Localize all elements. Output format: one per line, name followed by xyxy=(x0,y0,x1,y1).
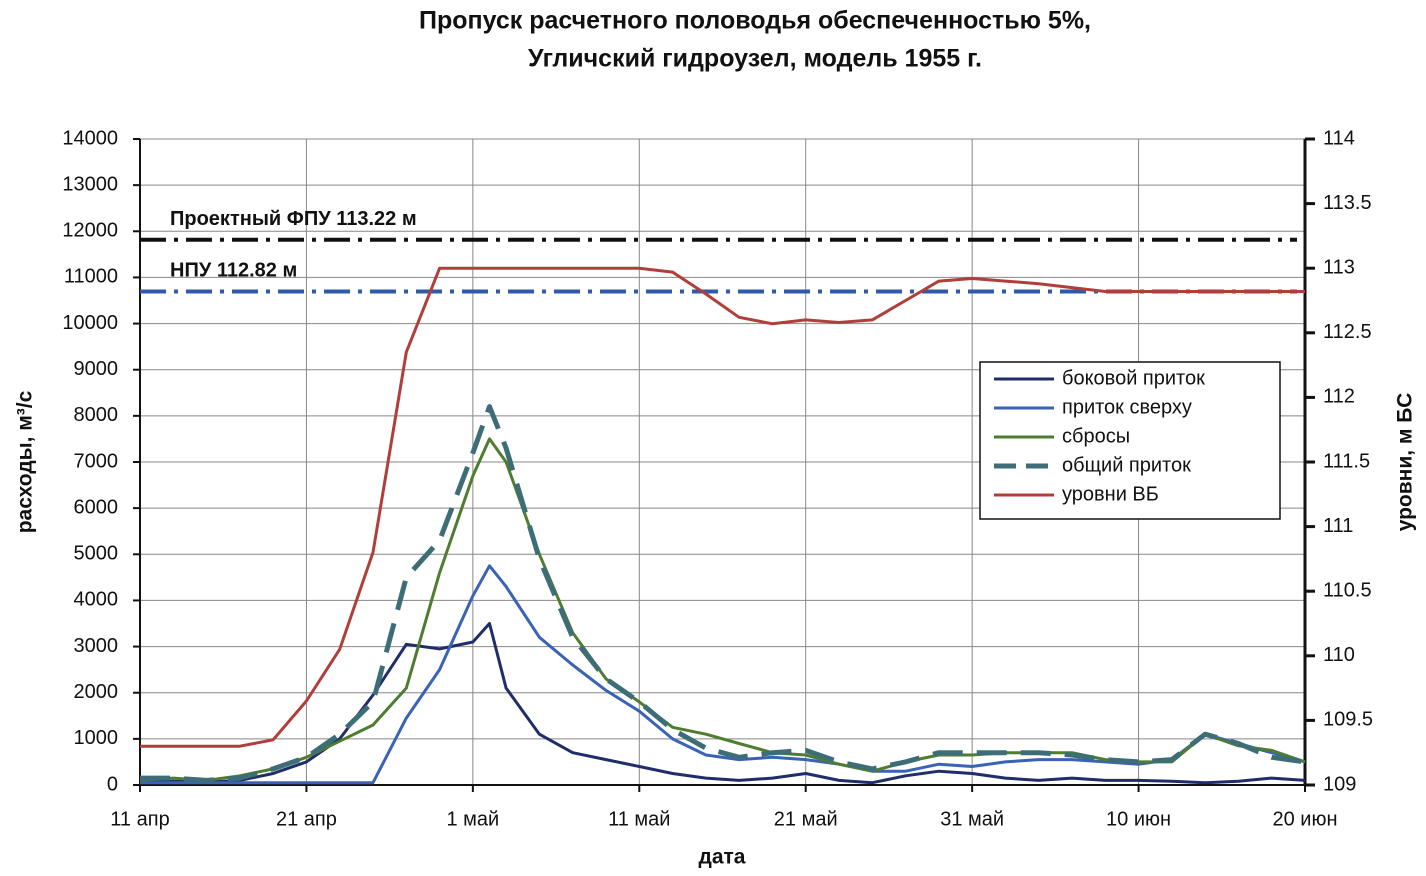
series-line xyxy=(140,564,1306,785)
legend-label: общий приток xyxy=(1062,454,1191,476)
y2-tick-label: 113 xyxy=(1323,256,1355,278)
y-tick-label: 8000 xyxy=(74,404,119,426)
y-tick-label: 6000 xyxy=(74,496,119,518)
y-axis-title: расходы, м³/с xyxy=(14,390,37,533)
y2-tick-label: 114 xyxy=(1323,127,1355,149)
y-tick-label: 14000 xyxy=(62,127,118,149)
x-tick-label: 31 май xyxy=(940,808,1004,830)
y-tick-label: 7000 xyxy=(74,450,119,472)
y-tick-label: 11000 xyxy=(64,266,118,288)
y-tick-label: 1000 xyxy=(74,727,119,749)
legend-label: приток сверху xyxy=(1062,396,1192,418)
series-line xyxy=(140,266,1305,748)
y2-tick-label: 113.5 xyxy=(1323,192,1372,214)
legend-box xyxy=(979,361,1281,520)
x-tick-label: 11 май xyxy=(608,808,670,830)
y2-tick-label: 109 xyxy=(1323,773,1356,795)
y-tick-label: 12000 xyxy=(62,220,118,242)
x-tick-label: 21 май xyxy=(774,808,838,830)
y2-axis-title: уровни, м БС xyxy=(1394,393,1417,532)
y-tick-label: 3000 xyxy=(74,635,119,657)
y-tick-label: 5000 xyxy=(74,543,119,565)
y2-tick-label: 111 xyxy=(1323,515,1353,537)
y-tick-label: 4000 xyxy=(74,589,119,611)
y-tick-label: 0 xyxy=(107,773,118,795)
chart-title: Угличский гидроузел, модель 1955 г. xyxy=(528,45,982,73)
series-line xyxy=(139,437,1306,782)
y2-tick-label: 112.5 xyxy=(1323,321,1372,343)
y-tick-label: 2000 xyxy=(74,681,119,703)
legend-label: уровни ВБ xyxy=(1062,483,1159,505)
reference-label: НПУ 112.82 м xyxy=(170,260,297,282)
legend-label: боковой приток xyxy=(1062,367,1205,389)
x-axis-title: дата xyxy=(699,846,746,869)
y2-tick-label: 110.5 xyxy=(1323,579,1372,601)
chart-title: Пропуск расчетного половодья обеспеченно… xyxy=(419,7,1091,35)
y-tick-label: 9000 xyxy=(74,358,119,380)
x-tick-label: 20 июн xyxy=(1272,808,1337,830)
y-tick-label: 10000 xyxy=(62,312,118,334)
x-tick-label: 10 июн xyxy=(1106,808,1171,830)
y-tick-label: 13000 xyxy=(62,173,118,195)
legend-label: сбросы xyxy=(1062,425,1130,447)
y2-tick-label: 112 xyxy=(1323,386,1355,408)
y2-tick-label: 110 xyxy=(1323,644,1355,666)
x-tick-label: 1 май xyxy=(446,808,499,830)
x-tick-label: 21 апр xyxy=(276,808,337,830)
series-line xyxy=(139,622,1306,785)
x-tick-label: 11 апр xyxy=(110,808,169,830)
y2-tick-label: 109.5 xyxy=(1323,709,1373,731)
reference-label: Проектный ФПУ 113.22 м xyxy=(170,208,417,230)
y2-tick-label: 111.5 xyxy=(1323,450,1370,472)
